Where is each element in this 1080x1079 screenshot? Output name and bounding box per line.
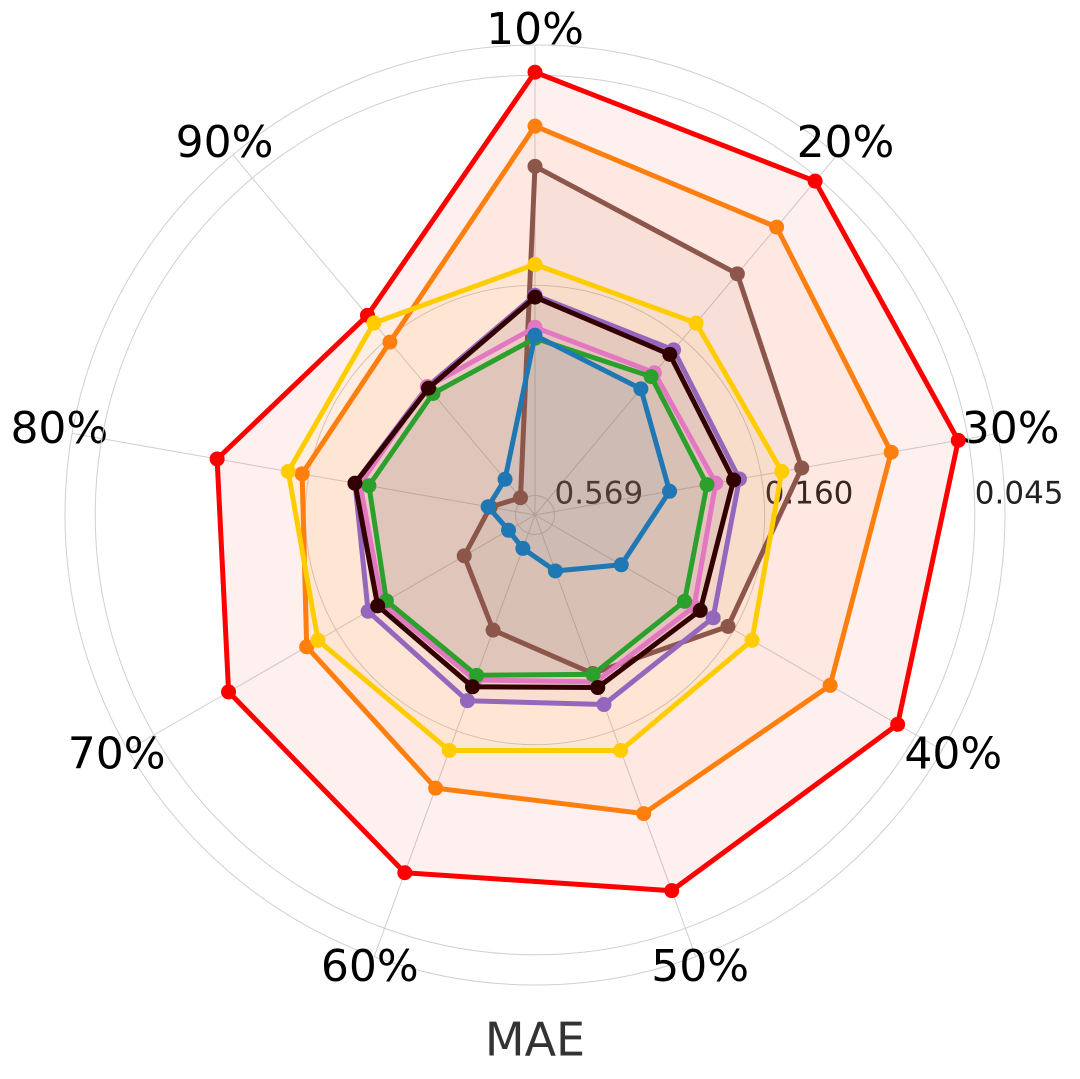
series-marker: [370, 598, 386, 614]
series-line: [352, 294, 737, 690]
series-marker: [469, 667, 485, 683]
spoke: [534, 154, 838, 516]
series-marker: [664, 883, 680, 899]
series-marker: [441, 742, 457, 758]
spoke: [534, 432, 998, 516]
series-marker: [744, 632, 760, 648]
series-marker: [636, 806, 652, 822]
chart-title: MAE: [485, 1013, 585, 1067]
series-marker: [769, 219, 785, 235]
series-marker: [883, 444, 899, 460]
series-marker: [310, 632, 326, 648]
series-marker: [890, 716, 906, 732]
series-marker: [280, 463, 296, 479]
series-marker: [512, 490, 528, 506]
category-label: 90%: [176, 117, 274, 168]
series-marker: [527, 289, 543, 305]
series-marker: [633, 381, 649, 397]
series-marker: [677, 593, 693, 609]
series-marker: [299, 639, 315, 655]
series-area: [368, 338, 707, 676]
series-marker: [729, 266, 745, 282]
series-marker: [613, 742, 629, 758]
category-label: 80%: [10, 403, 108, 454]
series-marker: [501, 522, 517, 538]
series-marker: [294, 466, 310, 482]
series-marker: [822, 677, 838, 693]
grid-ring: [515, 495, 555, 535]
r-tick-label: 0.569: [554, 476, 643, 512]
series-marker: [209, 451, 225, 467]
series-line: [461, 163, 805, 676]
series-area: [360, 327, 716, 682]
series-marker: [527, 118, 543, 134]
series-marker: [662, 346, 678, 362]
series-marker: [596, 697, 612, 713]
category-label: 40%: [904, 729, 1002, 780]
series-marker: [726, 472, 742, 488]
series-marker: [662, 483, 678, 499]
category-label: 50%: [651, 941, 749, 992]
series-marker: [794, 460, 810, 476]
series-marker: [480, 499, 496, 515]
series-marker: [950, 432, 966, 448]
series-marker: [347, 475, 363, 491]
category-label: 70%: [68, 729, 166, 780]
series-marker: [456, 548, 472, 564]
r-tick-label: 0.045: [975, 476, 1064, 512]
category-label: 20%: [797, 117, 895, 168]
series-line: [214, 69, 961, 894]
series-marker: [527, 256, 543, 272]
series-marker: [527, 327, 543, 343]
series-marker: [547, 563, 563, 579]
series-marker: [428, 780, 444, 796]
series-marker: [497, 471, 513, 487]
series-marker: [421, 380, 437, 396]
series-marker: [527, 158, 543, 174]
series-marker: [705, 610, 721, 626]
series-marker: [361, 478, 377, 494]
series-marker: [397, 865, 413, 881]
category-label: 60%: [321, 941, 419, 992]
series-marker: [382, 334, 398, 350]
series-marker: [807, 173, 823, 189]
series-marker: [527, 64, 543, 80]
category-label: 10%: [486, 4, 584, 55]
spoke: [534, 514, 697, 957]
series-marker: [366, 315, 382, 331]
series-marker: [688, 315, 704, 331]
spoke: [232, 154, 536, 516]
category-label: 30%: [962, 403, 1060, 454]
series-marker: [720, 618, 736, 634]
series-marker: [515, 540, 531, 556]
series-area: [217, 72, 959, 891]
series-area: [488, 335, 670, 571]
series-marker: [692, 602, 708, 618]
series-line: [485, 332, 673, 574]
series-marker: [590, 680, 606, 696]
series-marker: [774, 463, 790, 479]
series-line: [285, 261, 785, 753]
series-marker: [459, 693, 475, 709]
series-marker: [699, 477, 715, 493]
series-line: [366, 335, 710, 678]
spoke: [534, 514, 943, 751]
series-marker: [485, 622, 501, 638]
series-marker: [613, 557, 629, 573]
series-marker: [643, 369, 659, 385]
series-marker: [221, 684, 237, 700]
spoke: [373, 514, 536, 957]
series-line: [299, 123, 894, 817]
series-marker: [585, 666, 601, 682]
series-marker: [464, 679, 480, 695]
